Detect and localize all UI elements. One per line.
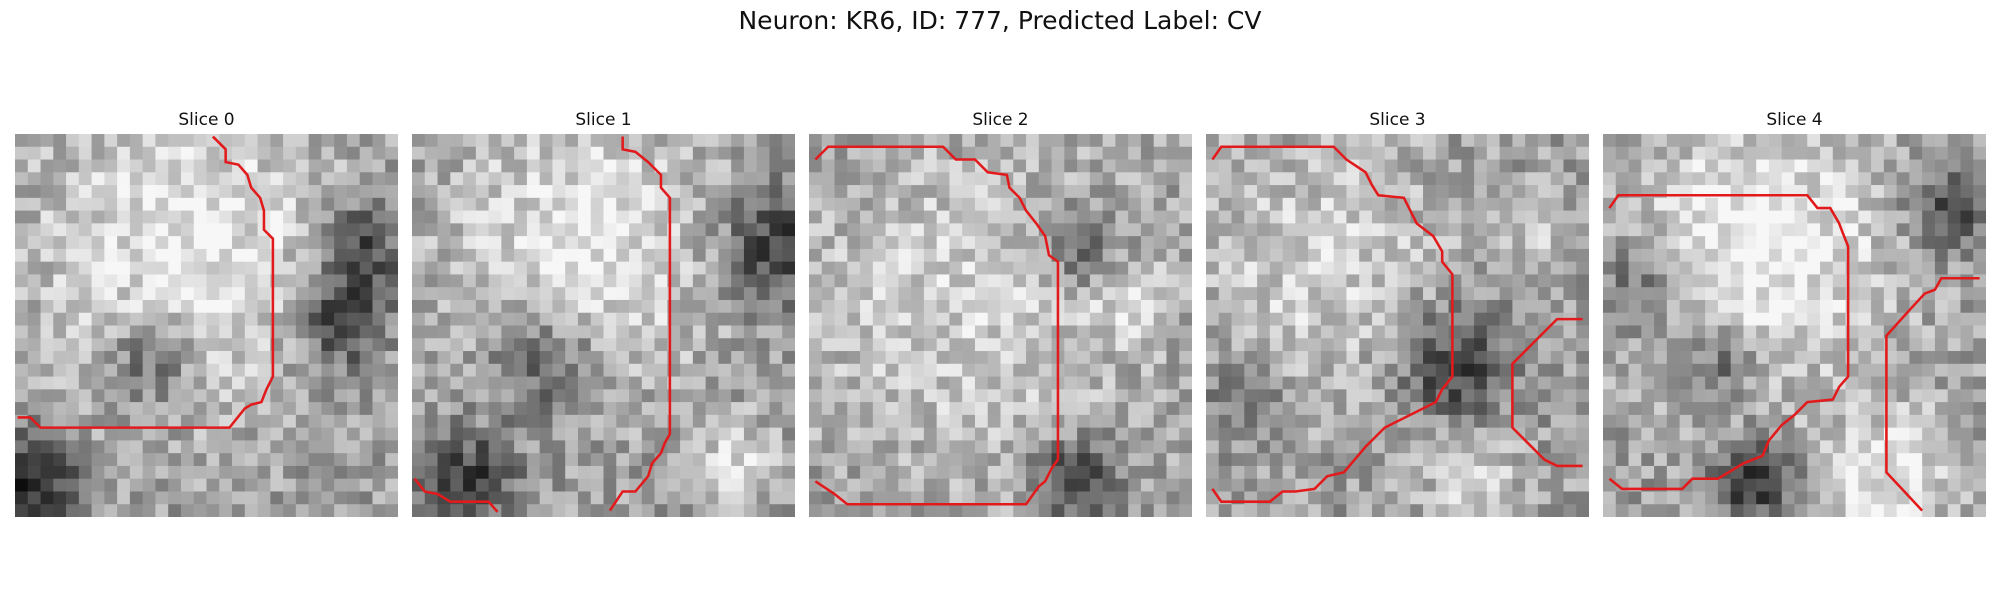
segmentation-contour	[1885, 276, 1980, 512]
segmentation-contour	[608, 136, 672, 512]
slice-title: Slice 1	[575, 110, 632, 130]
slice-image	[1603, 134, 1986, 517]
slice-title: Slice 3	[1369, 110, 1426, 130]
slice-panel-3: Slice 3	[1206, 110, 1589, 517]
segmentation-contour	[814, 145, 1060, 506]
pixel-grid	[412, 134, 795, 517]
figure-title: Neuron: KR6, ID: 777, Predicted Label: C…	[738, 6, 1262, 35]
segmentation-contour	[1211, 145, 1454, 503]
slice-title: Slice 0	[178, 110, 235, 130]
pixel-grid	[809, 134, 1192, 517]
segmentation-contour	[1511, 317, 1583, 468]
slice-image	[15, 134, 398, 517]
pixel-grid	[1206, 134, 1589, 517]
slice-panel-1: Slice 1	[412, 110, 795, 517]
slice-image	[809, 134, 1192, 517]
segmentation-contour	[17, 135, 275, 429]
slice-image	[1206, 134, 1589, 517]
pixel-grid	[15, 134, 398, 517]
slice-panel-4: Slice 4	[1603, 110, 1986, 517]
slice-title: Slice 4	[1766, 110, 1823, 130]
slice-panel-2: Slice 2	[809, 110, 1192, 517]
segmentation-contour	[413, 477, 499, 513]
slice-title: Slice 2	[972, 110, 1029, 130]
pixel-grid	[1603, 134, 1986, 517]
segmentation-contour	[1608, 194, 1850, 491]
slice-panel-0: Slice 0	[15, 110, 398, 517]
slice-image	[412, 134, 795, 517]
